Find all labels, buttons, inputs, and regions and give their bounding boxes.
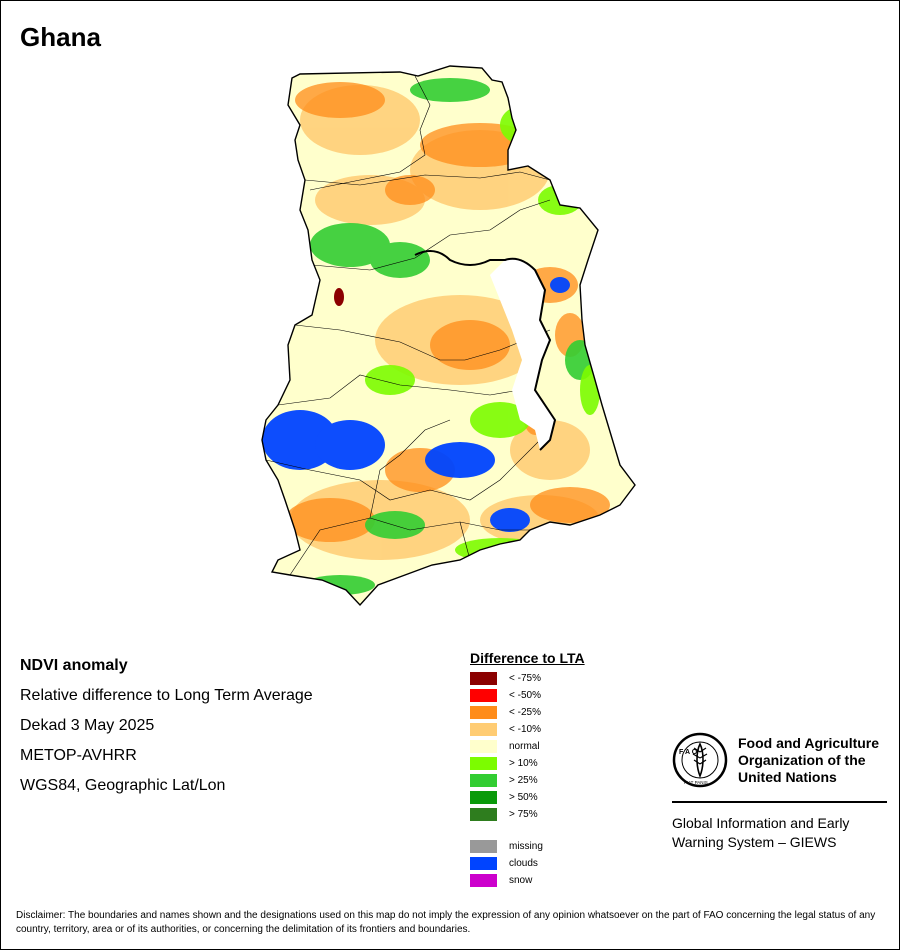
legend-swatch bbox=[470, 840, 497, 853]
giews-line: Warning System – GIEWS bbox=[672, 834, 837, 850]
legend-swatch bbox=[470, 723, 497, 736]
legend-label: > 75% bbox=[509, 809, 538, 820]
admin-boundaries bbox=[265, 75, 551, 576]
legend-item: > 50% bbox=[470, 790, 585, 807]
legend-label: < -10% bbox=[509, 724, 541, 735]
map-info-block: NDVI anomaly Relative difference to Long… bbox=[20, 656, 313, 806]
info-sensor: METOP-AVHRR bbox=[20, 747, 137, 764]
legend-swatch bbox=[470, 706, 497, 719]
legend-swatch bbox=[470, 689, 497, 702]
legend-item: clouds bbox=[470, 856, 585, 873]
legend-swatch bbox=[470, 874, 497, 887]
anomaly-below-75 bbox=[334, 288, 344, 306]
legend-item: < -10% bbox=[470, 722, 585, 739]
legend-label: < -25% bbox=[509, 707, 541, 718]
fao-organization-name: Food and Agriculture Organization of the… bbox=[738, 735, 879, 786]
fao-name-line: Organization of the bbox=[738, 752, 866, 768]
fao-motto: FIAT PANIS bbox=[684, 780, 708, 785]
legend-item: < -25% bbox=[470, 705, 585, 722]
fao-name-line: Food and Agriculture bbox=[738, 735, 880, 751]
legend-title: Difference to LTA bbox=[470, 650, 585, 666]
legend-item: > 25% bbox=[470, 773, 585, 790]
legend-label: < -75% bbox=[509, 673, 541, 684]
fao-letters: F A O bbox=[679, 749, 698, 756]
info-product: NDVI anomaly bbox=[20, 657, 128, 674]
legend-label: < -50% bbox=[509, 690, 541, 701]
legend-swatch bbox=[470, 672, 497, 685]
legend-label: > 25% bbox=[509, 775, 538, 786]
legend-item: < -50% bbox=[470, 688, 585, 705]
giews-line: Global Information and Early bbox=[672, 815, 850, 831]
anomaly-above-25 bbox=[305, 78, 595, 595]
info-projection: WGS84, Geographic Lat/Lon bbox=[20, 777, 226, 794]
legend-label: > 50% bbox=[509, 792, 538, 803]
map-title: Ghana bbox=[20, 22, 101, 52]
legend-swatch bbox=[470, 757, 497, 770]
fao-name-line: United Nations bbox=[738, 769, 837, 785]
legend-label: snow bbox=[509, 875, 533, 886]
legend-swatch bbox=[470, 791, 497, 804]
legend-swatch bbox=[470, 808, 497, 821]
legend-swatch bbox=[470, 774, 497, 787]
legend-swatch bbox=[470, 740, 497, 753]
info-description: Relative difference to Long Term Average bbox=[20, 687, 313, 704]
legend-label: > 10% bbox=[509, 758, 538, 769]
legend-label: missing bbox=[509, 841, 543, 852]
ghana-ndvi-map bbox=[261, 65, 636, 606]
map-legend: Difference to LTA < -75% < -50% < -25% <… bbox=[470, 650, 585, 890]
fao-divider bbox=[672, 801, 887, 803]
legend-swatch bbox=[470, 857, 497, 870]
legend-label: clouds bbox=[509, 858, 538, 869]
legend-item: < -75% bbox=[470, 671, 585, 688]
info-period: Dekad 3 May 2025 bbox=[20, 717, 155, 734]
fao-logo: F A O FIAT PANIS bbox=[672, 732, 728, 788]
disclaimer-text: Disclaimer: The boundaries and names sho… bbox=[16, 910, 876, 935]
lake-volta-shore bbox=[414, 250, 557, 451]
legend-item: > 10% bbox=[470, 756, 585, 773]
legend-item: normal bbox=[470, 739, 585, 756]
clouds-areas bbox=[262, 277, 570, 532]
legend-item: > 75% bbox=[470, 807, 585, 824]
legend-label: normal bbox=[509, 741, 540, 752]
legend-item: snow bbox=[470, 873, 585, 890]
legend-item: missing bbox=[470, 839, 585, 856]
giews-name: Global Information and Early Warning Sys… bbox=[672, 814, 849, 852]
lake-volta bbox=[490, 258, 555, 450]
